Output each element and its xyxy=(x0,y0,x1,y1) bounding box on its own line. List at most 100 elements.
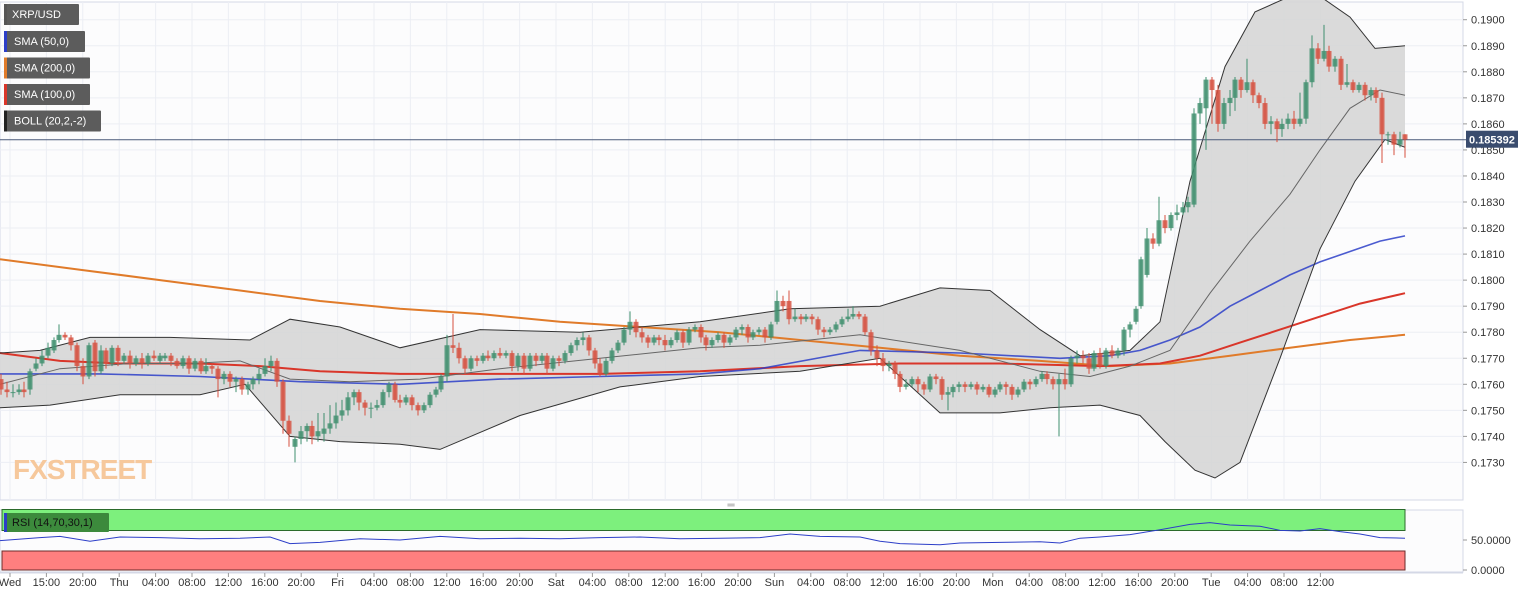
candle-body xyxy=(1039,373,1045,380)
x-tick-label: 04:00 xyxy=(142,577,170,589)
legend-swatch xyxy=(4,513,7,532)
candle-body xyxy=(362,402,368,408)
candle-body xyxy=(174,360,180,367)
candle-body xyxy=(198,360,204,372)
candle-body xyxy=(39,355,45,364)
price-tag-label: 0.185392 xyxy=(1469,135,1515,147)
candle-body xyxy=(1250,82,1256,96)
candle-body xyxy=(1203,79,1209,109)
candle-body xyxy=(662,340,668,346)
candle-body xyxy=(386,384,392,393)
legend-swatch xyxy=(4,110,7,132)
candle-body xyxy=(345,397,351,411)
candle-body xyxy=(686,329,692,343)
legend-item[interactable]: SMA (50,0) xyxy=(4,31,85,52)
x-tick-label: 04:00 xyxy=(1234,577,1262,589)
candle-body xyxy=(392,384,398,400)
candle-body xyxy=(1009,386,1015,395)
candle-body xyxy=(80,366,86,377)
x-tick-label: 04:00 xyxy=(1015,577,1043,589)
legend-box xyxy=(4,57,90,79)
last-price-tag: 0.185392 xyxy=(1466,130,1518,148)
candle-body xyxy=(215,368,221,380)
candle-body xyxy=(221,373,227,380)
x-tick-label: Fri xyxy=(331,577,344,589)
candle-body xyxy=(339,410,345,416)
candle-body xyxy=(927,376,933,390)
candle-body xyxy=(62,334,68,338)
pane-resize-handle[interactable]: ═ xyxy=(726,500,735,511)
legend-item[interactable]: SMA (200,0) xyxy=(4,57,90,79)
x-tick-label: 20:00 xyxy=(724,577,752,589)
x-tick-label: 08:00 xyxy=(1052,577,1080,589)
x-tick-label: 20:00 xyxy=(943,577,971,589)
candle-body xyxy=(327,423,333,429)
candle-body xyxy=(168,355,174,361)
candle-body xyxy=(950,386,956,393)
candle-body xyxy=(380,392,386,406)
candle-body xyxy=(1244,82,1250,91)
candle-body xyxy=(862,316,868,333)
x-tick-label: Mon xyxy=(982,577,1003,589)
legend[interactable]: XRP/USD SMA (50,0) SMA (200,0) SMA (100,0) B… xyxy=(4,4,109,532)
candle-body xyxy=(674,332,680,341)
x-tick-label: Tue xyxy=(1202,577,1221,589)
y-tick-label: 0.1740 xyxy=(1471,431,1505,443)
legend-swatch xyxy=(4,84,7,105)
candle-body xyxy=(974,384,980,390)
candle-body xyxy=(821,329,827,333)
rsi-tick-label: 0.0000 xyxy=(1471,565,1505,577)
candle-body xyxy=(298,431,304,439)
candle-body xyxy=(1373,90,1379,98)
candle-body xyxy=(568,345,574,354)
x-tick-label: 20:00 xyxy=(1161,577,1189,589)
y-tick-label: 0.1780 xyxy=(1471,327,1505,339)
candle-body xyxy=(533,355,539,361)
candle-body xyxy=(162,355,168,359)
candle-body xyxy=(580,337,586,341)
bollinger-middle-line xyxy=(0,89,1406,385)
candle-body xyxy=(892,363,898,374)
candle-body xyxy=(86,345,92,377)
x-tick-label: 04:00 xyxy=(797,577,825,589)
candle-body xyxy=(956,384,962,387)
legend-item[interactable]: SMA (100,0) xyxy=(4,84,90,105)
bollinger-lower-line xyxy=(0,138,1406,479)
rsi-overbought-band xyxy=(1,509,1406,531)
candle-body xyxy=(356,392,362,403)
candle-body xyxy=(1168,215,1174,229)
candle-body xyxy=(1350,82,1356,91)
y-tick-label: 0.1750 xyxy=(1471,405,1505,417)
candle-body xyxy=(4,389,10,393)
candle-body xyxy=(92,342,98,372)
y-tick-label: 0.1800 xyxy=(1471,275,1505,287)
candle-body xyxy=(1315,48,1321,59)
candle-body xyxy=(1050,379,1056,385)
candle-body xyxy=(256,373,262,380)
rsi-legend-item[interactable]: RSI (14,70,30,1) xyxy=(4,513,109,532)
candle-body xyxy=(992,389,998,395)
candle-body xyxy=(668,340,674,346)
candle-body xyxy=(639,332,645,338)
legend-item[interactable]: BOLL (20,2,-2) xyxy=(4,110,101,132)
candle-body xyxy=(157,355,163,361)
candle-body xyxy=(915,379,921,385)
candle-body xyxy=(621,329,627,343)
candle-body xyxy=(874,350,880,359)
candle-body xyxy=(415,405,421,411)
y-tick-label: 0.1810 xyxy=(1471,249,1505,261)
y-tick-label: 0.1730 xyxy=(1471,457,1505,469)
candle-body xyxy=(245,384,251,390)
candle-body xyxy=(780,300,786,307)
legend-box xyxy=(4,513,109,532)
candle-body xyxy=(227,373,233,382)
candle-body xyxy=(1221,103,1227,124)
candle-body xyxy=(768,324,774,338)
candle-body xyxy=(1197,103,1203,114)
candle-body xyxy=(1138,259,1144,307)
candle-body xyxy=(651,337,657,343)
candle-body xyxy=(133,358,139,364)
symbol-badge[interactable]: XRP/USD xyxy=(4,4,79,25)
candle-body xyxy=(868,332,874,351)
candle-body xyxy=(733,329,739,338)
